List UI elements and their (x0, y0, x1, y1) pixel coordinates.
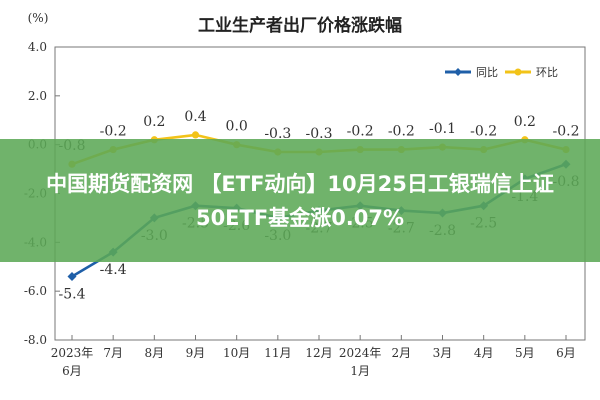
x-tick-label: 11月 (264, 346, 291, 360)
x-tick-label: 1月 (350, 364, 370, 378)
headline-line-2: 50ETF基金涨0.07% (195, 205, 405, 230)
data-label: -5.4 (59, 287, 86, 303)
news-headline-banner[interactable]: 中国期货配资网 【ETF动向】10月25日工银瑞信上证 50ETF基金涨0.07… (0, 139, 600, 262)
data-label: 0.2 (514, 114, 536, 130)
data-label: -0.2 (100, 124, 127, 140)
data-label: -4.4 (100, 262, 127, 278)
data-label: -0.3 (264, 126, 291, 142)
x-axis-ticks: 2023年 6月 7月 8月 9月 10月 11月 12月 2024年 1月 2月 3月 4月 5月 6月 (51, 335, 576, 378)
data-label: -0.3 (306, 126, 333, 142)
data-label: -0.2 (553, 124, 580, 140)
x-tick-label: 7月 (103, 346, 123, 360)
data-label: -0.2 (388, 124, 415, 140)
headline-line-1: 中国期货配资网 【ETF动向】10月25日工银瑞信上证 (46, 171, 554, 196)
x-tick-label: 5月 (515, 346, 535, 360)
data-label: -0.1 (429, 121, 456, 137)
x-tick-label: 6月 (62, 364, 82, 378)
x-tick-label: 10月 (223, 346, 250, 360)
data-label: 0.0 (226, 119, 248, 135)
x-tick-label: 3月 (433, 346, 453, 360)
x-tick-label: 2023年 (51, 346, 94, 360)
y-tick-label: 2.0 (28, 89, 47, 103)
chart-title: 工业生产者出厂价格涨跌幅 (198, 15, 402, 36)
x-tick-label: 4月 (474, 346, 494, 360)
data-label: 0.4 (184, 109, 206, 125)
x-tick-label: 2024年 (339, 346, 382, 360)
data-label: -0.2 (470, 124, 497, 140)
x-tick-label: 9月 (186, 346, 206, 360)
legend-item: 环比 (505, 66, 558, 79)
legend-swatch-marker (514, 68, 522, 76)
data-point (67, 272, 77, 282)
legend-label: 环比 (536, 66, 558, 79)
data-label: -0.2 (347, 124, 374, 140)
y-tick-label: -6.0 (24, 284, 47, 298)
legend-swatch-marker (454, 68, 462, 76)
legend-label: 同比 (476, 66, 498, 79)
x-tick-label: 2月 (392, 346, 412, 360)
x-tick-label: 8月 (145, 346, 165, 360)
y-tick-label: -8.0 (24, 333, 47, 347)
data-label: 0.2 (143, 114, 165, 130)
chart-legend: 同比 环比 (445, 66, 558, 79)
y-tick-label: 4.0 (28, 40, 47, 54)
x-tick-label: 12月 (305, 346, 332, 360)
y-axis-unit: (%) (28, 11, 49, 25)
data-point (191, 131, 200, 139)
legend-item: 同比 (445, 66, 498, 79)
x-tick-label: 6月 (556, 346, 576, 360)
